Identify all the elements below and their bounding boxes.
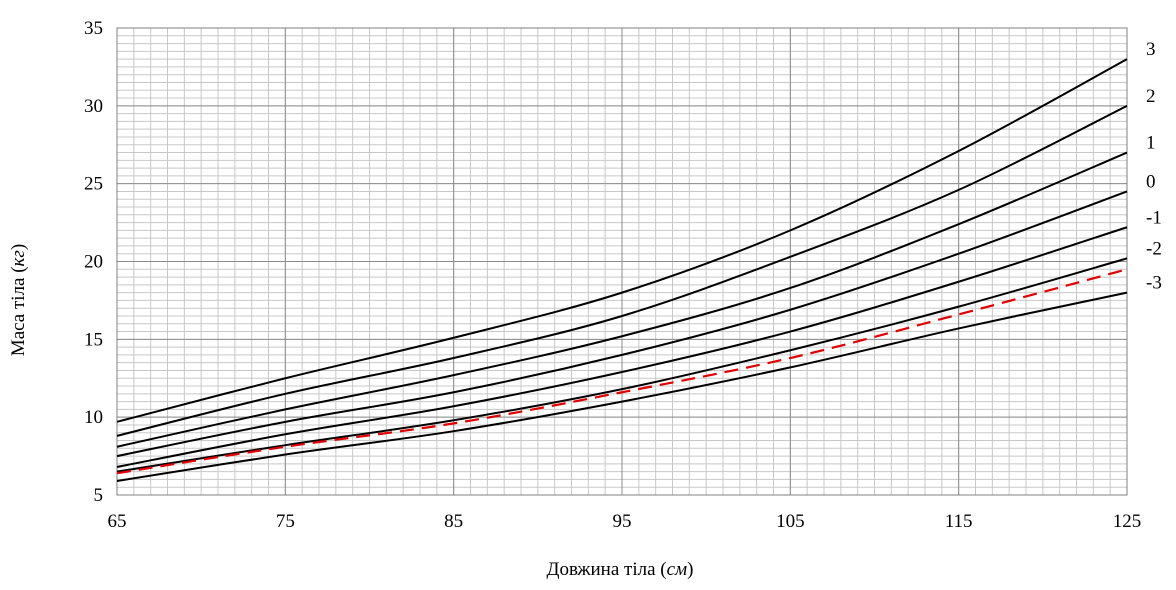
- x-tick-label: 95: [613, 511, 632, 532]
- x-tick-label: 75: [276, 511, 295, 532]
- series-label: -1: [1146, 207, 1162, 228]
- series-label: 0: [1146, 171, 1156, 192]
- y-tick-label: 10: [84, 407, 103, 428]
- series-line-2: [116, 104, 1128, 437]
- y-tick-label: 20: [84, 252, 103, 273]
- series-line-1: [116, 151, 1128, 448]
- y-tick-label: 30: [84, 96, 103, 117]
- series-label: 2: [1146, 86, 1156, 107]
- y-tick-label: 15: [84, 329, 103, 350]
- x-tick-label: 65: [108, 511, 127, 532]
- series-line--2: [116, 257, 1128, 473]
- y-tick-labels: 5 10 15 20 25 30 35: [84, 18, 103, 506]
- series-label: -2: [1146, 238, 1162, 259]
- y-axis-title: Маса тіла (кг): [8, 244, 29, 356]
- series-line-0: [116, 190, 1128, 458]
- series-line--1: [116, 226, 1128, 468]
- plot-area-frame: [116, 27, 1128, 496]
- x-tick-label: 125: [1113, 511, 1142, 532]
- series-line-dashed-red: [116, 268, 1128, 475]
- series-label: 1: [1146, 133, 1156, 154]
- x-tick-label: 115: [945, 511, 973, 532]
- x-tick-label: 105: [776, 511, 805, 532]
- series-line--3: [116, 291, 1128, 482]
- y-tick-label: 35: [84, 18, 103, 39]
- series-layer: [116, 58, 1128, 482]
- series-line-3: [116, 58, 1128, 423]
- y-tick-label: 25: [84, 174, 103, 195]
- x-tick-label: 85: [444, 511, 463, 532]
- x-tick-labels: 65 75 85 95 105 115 125: [108, 511, 1142, 532]
- series-label: -3: [1146, 273, 1162, 294]
- series-label: 3: [1146, 39, 1156, 60]
- x-axis-title: Довжина тіла (см): [547, 559, 694, 580]
- series-labels: 3 2 1 0 -1 -2 -3: [1146, 39, 1162, 294]
- y-tick-label: 5: [94, 485, 104, 506]
